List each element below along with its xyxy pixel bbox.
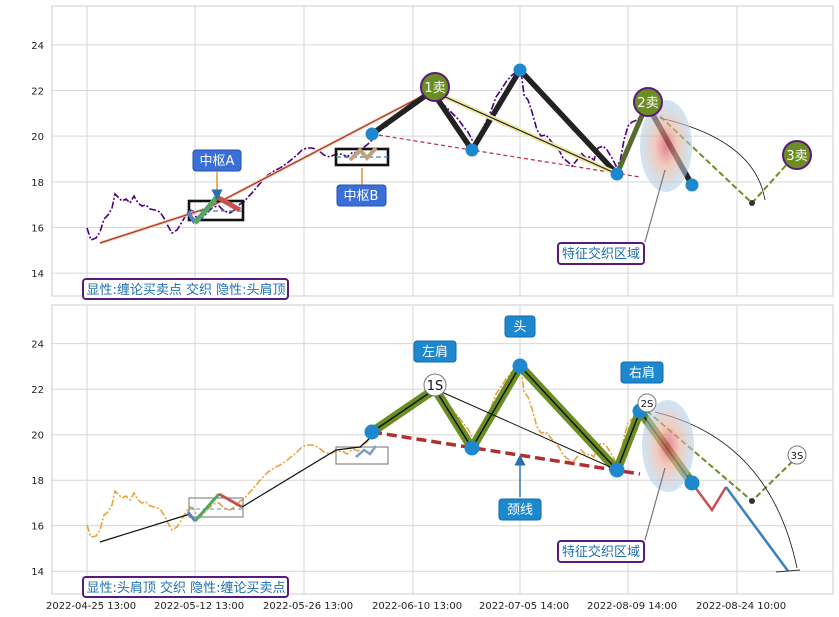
top-panel-note: 显性:缠论买卖点 交织 隐性:头肩顶 (86, 282, 285, 298)
top-y-tick-label: 20 (31, 132, 44, 143)
x-tick-label: 2022-08-09 14:00 (587, 601, 677, 612)
left-shoulder-tag (413, 340, 457, 363)
top-y-tick-label: 16 (31, 223, 44, 234)
bottom-panel-note-box (82, 576, 289, 598)
x-tick-label: 2022-05-26 13:00 (263, 601, 353, 612)
x-tick-label: 2022-06-10 13:00 (372, 601, 462, 612)
top-panel-note-box (82, 278, 289, 300)
top-y-tick-label: 14 (31, 269, 44, 280)
left-shoulder-label: 左肩 (422, 344, 448, 360)
bottom-price-series (86, 367, 642, 538)
neckline-tag (498, 498, 542, 521)
top-panel: 1卖 2卖 3卖 中枢A 中枢B 特征交织区域 显性:缠论买卖点 交织 隐性:头… (82, 63, 812, 300)
pivot-a-label: 中枢A (200, 154, 235, 169)
x-tick-label: 2022-05-12 13:00 (154, 601, 244, 612)
bottom-region-tag (557, 540, 645, 563)
top-region-tag (557, 242, 645, 265)
sell-point-2-label: 2卖 (637, 96, 658, 111)
bottom-y-tick-label: 18 (31, 476, 44, 487)
bottom-y-tick-label: 22 (31, 385, 44, 396)
x-tick-label: 2022-08-24 10:00 (696, 601, 786, 612)
sell-point-3-label: 3卖 (786, 149, 807, 164)
bottom-panel-note: 显性:头肩顶 交织 隐性:缠论买卖点 (86, 580, 285, 596)
bottom-1s-label: 1S (427, 379, 444, 394)
bottom-3s-marker (787, 445, 807, 465)
neckline-label: 颈线 (507, 503, 533, 518)
bottom-panel: 1S 2S 3S 左肩 头 右肩 颈线 特征交织区域 显性:头肩顶 交织 隐性:… (82, 315, 807, 598)
bottom-y-tick-label: 16 (31, 522, 44, 533)
top-y-tick-label: 22 (31, 86, 44, 97)
bottom-1s-marker (423, 373, 447, 397)
bottom-y-ticks: 14 16 18 20 22 24 (31, 340, 44, 579)
top-y-ticks: 14 16 18 20 22 24 (31, 41, 44, 280)
sell-point-3-marker: 3卖 (782, 140, 812, 170)
top-y-tick-label: 18 (31, 178, 44, 189)
pivot-b-label: 中枢B (344, 189, 379, 204)
x-tick-label: 2022-04-25 13:00 (46, 601, 136, 612)
right-shoulder-tag (620, 361, 664, 384)
sell-point-1-label: 1卖 (424, 81, 445, 96)
bottom-y-tick-label: 20 (31, 431, 44, 442)
bottom-2s-label: 2S (641, 399, 654, 410)
sell-point-1-marker: 1卖 (420, 72, 450, 102)
neckline (371, 430, 641, 476)
top-interaction-zone (640, 100, 692, 192)
bottom-region-label: 特征交织区域 (562, 544, 640, 560)
x-axis-ticks: 2022-04-25 13:00 2022-05-12 13:00 2022-05-… (46, 601, 786, 612)
x-tick-label: 2022-07-05 14:00 (479, 601, 569, 612)
pivot-b-tag (336, 184, 387, 207)
right-shoulder-label: 右肩 (629, 365, 655, 381)
head-label: 头 (513, 320, 526, 335)
top-panel-frame (51, 5, 834, 297)
sell-point-2-marker: 2卖 (633, 87, 663, 117)
bottom-interaction-zone (642, 400, 694, 492)
pivot-a-tag (192, 149, 242, 172)
head-tag (504, 315, 536, 338)
top-region-label: 特征交织区域 (562, 246, 640, 262)
bottom-y-tick-label: 14 (31, 567, 44, 578)
top-y-tick-label: 24 (31, 41, 44, 52)
bottom-2s-marker (637, 393, 657, 413)
bottom-y-tick-label: 24 (31, 340, 44, 351)
bottom-3s-label: 3S (791, 451, 804, 462)
top-dashed-trend (371, 133, 641, 178)
top-grid (52, 6, 833, 296)
